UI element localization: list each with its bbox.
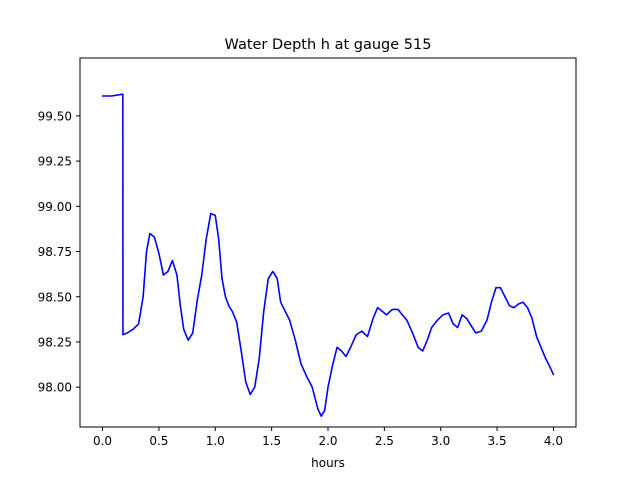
x-axis-ticks: 0.0 0.5 1.0 1.5 2.0 2.5 3.0 3.5 4.0 (93, 427, 563, 448)
plot-area (101, 93, 555, 417)
x-tick-label: 0.0 (93, 434, 112, 448)
x-tick-label: 0.5 (149, 434, 168, 448)
y-tick-label: 99.25 (38, 155, 72, 169)
x-tick-label: 1.5 (262, 434, 281, 448)
y-tick-label: 99.50 (38, 109, 72, 123)
y-tick-label: 98.75 (38, 245, 72, 259)
y-tick-label: 99.00 (38, 200, 72, 214)
x-tick-label: 2.5 (375, 434, 394, 448)
x-tick-label: 1.0 (206, 434, 225, 448)
y-tick-label: 98.00 (38, 381, 72, 395)
x-tick-label: 4.0 (544, 434, 563, 448)
chart-title: Water Depth h at gauge 515 (225, 37, 432, 53)
x-tick-label: 3.5 (488, 434, 507, 448)
y-axis-ticks: 98.00 98.25 98.50 98.75 99.00 99.25 99.50 (38, 109, 80, 395)
y-tick-label: 98.25 (38, 335, 72, 349)
series-line (101, 93, 555, 417)
x-tick-label: 3.0 (431, 434, 450, 448)
x-tick-label: 2.0 (318, 434, 337, 448)
x-axis-label: hours (311, 456, 345, 470)
y-tick-label: 98.50 (38, 290, 72, 304)
